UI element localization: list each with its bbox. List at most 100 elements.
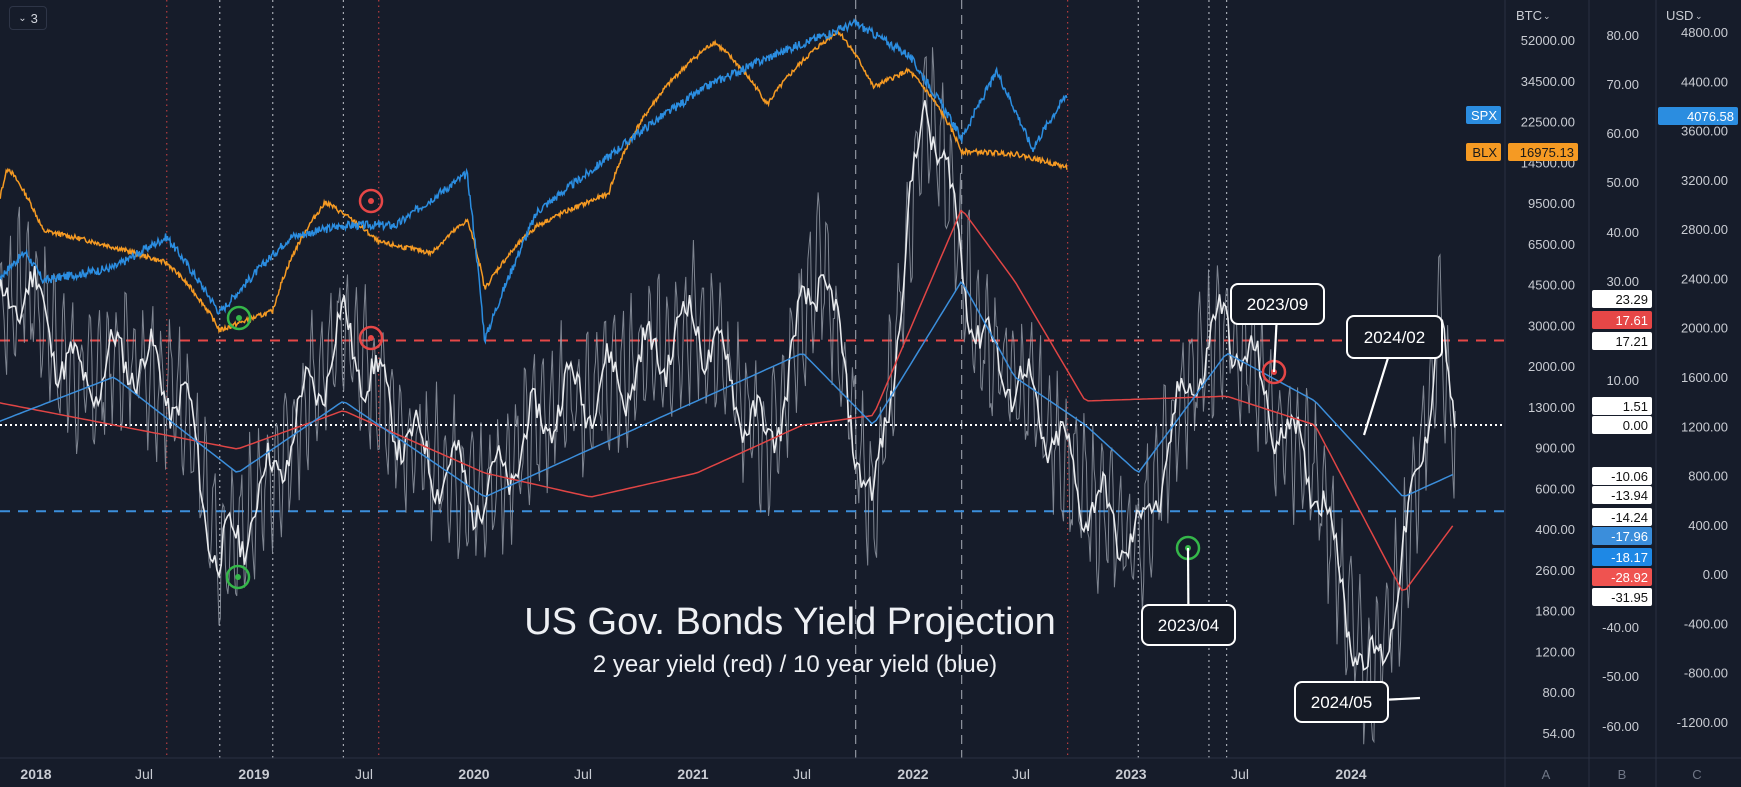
time-tick-label: 2023 bbox=[1115, 766, 1146, 782]
chevron-down-icon[interactable]: ⌄ bbox=[1543, 12, 1551, 22]
axis-tick-label: 3200.00 bbox=[1681, 173, 1728, 188]
axis-tick-label: 1200.00 bbox=[1681, 419, 1728, 434]
time-tick-label: 2024 bbox=[1335, 766, 1366, 782]
axis-panel-btc[interactable] bbox=[1505, 0, 1589, 758]
axis-tick-label: 9500.00 bbox=[1528, 196, 1575, 211]
callout-box bbox=[1346, 315, 1443, 359]
oscillator-value-badge: 0.00 bbox=[1623, 418, 1648, 433]
oscillator-value-badge: -10.06 bbox=[1611, 469, 1648, 484]
blx-name-badge-bg bbox=[1466, 143, 1501, 161]
callout-label: 2023/09 bbox=[1247, 295, 1308, 314]
axis-tick-label: 70.00 bbox=[1606, 77, 1639, 92]
spx-value-badge-bg bbox=[1658, 107, 1738, 125]
oscillator-value-badge-bg bbox=[1592, 527, 1652, 545]
axis-tick-label: 52000.00 bbox=[1521, 33, 1575, 48]
axis-tick-label: 54.00 bbox=[1542, 726, 1575, 741]
series-toggle-button[interactable]: ⌄ 3 bbox=[9, 6, 47, 30]
oscillator-value-badge: 1.51 bbox=[1623, 399, 1648, 414]
axis-tick-label: -40.00 bbox=[1602, 620, 1639, 635]
usd-axis-ticks: 4800.00 4400.00 3600.00 3200.00 2800.00 2400.… bbox=[1677, 25, 1728, 730]
red-signal-dot bbox=[368, 198, 374, 204]
time-tick-label: Jul bbox=[135, 766, 153, 782]
axis-tick-label: 4800.00 bbox=[1681, 25, 1728, 40]
blx-value-badge-bg bbox=[1508, 143, 1578, 161]
axis-tick-label: 4500.00 bbox=[1528, 278, 1575, 293]
axis-tick-label: 1600.00 bbox=[1681, 370, 1728, 385]
time-tick-label: Jul bbox=[1012, 766, 1030, 782]
axis-tick-label: 50.00 bbox=[1606, 175, 1639, 190]
chevron-down-icon[interactable]: ⌄ bbox=[1695, 12, 1703, 22]
two-year-yield-line bbox=[0, 209, 1454, 592]
axis-tick-label: 800.00 bbox=[1688, 469, 1728, 484]
oscillator-value-badge: -17.96 bbox=[1611, 529, 1648, 544]
oscillator-value-badge: 17.61 bbox=[1615, 313, 1648, 328]
callout-box bbox=[1294, 681, 1389, 723]
callout-label: 2024/05 bbox=[1311, 693, 1372, 712]
axis-tick-label: 400.00 bbox=[1688, 518, 1728, 533]
oscillator-value-badge: -28.92 bbox=[1611, 570, 1648, 585]
axis-tick-label: -400.00 bbox=[1684, 616, 1728, 631]
series-layer bbox=[0, 17, 1456, 745]
axis-tick-label: 2400.00 bbox=[1681, 271, 1728, 286]
oscillator-value-badge: 23.29 bbox=[1615, 292, 1648, 307]
axis-tick-label: 2000.00 bbox=[1681, 321, 1728, 336]
oscillator-value-badge-bg bbox=[1592, 311, 1652, 329]
axis-tick-label: 30.00 bbox=[1606, 274, 1639, 289]
pane-label: C bbox=[1692, 767, 1701, 782]
price-badges: SPX BLX 4076.58 16975.13 23.29 17.61 17.21 1.51… bbox=[1466, 106, 1738, 606]
oscillator-value-badge-bg bbox=[1592, 568, 1652, 586]
axis-tick-label: 900.00 bbox=[1535, 441, 1575, 456]
green-signal-dot bbox=[236, 315, 242, 321]
chevron-down-icon: ⌄ bbox=[18, 12, 27, 24]
axis-tick-label: 2000.00 bbox=[1528, 359, 1575, 374]
oscillator-value-badge: -13.94 bbox=[1611, 488, 1648, 503]
green-signal-marker bbox=[225, 564, 251, 590]
oscillator-value-badge-bg bbox=[1592, 548, 1652, 566]
time-tick-label: Jul bbox=[793, 766, 811, 782]
axis-panel-usd[interactable] bbox=[1656, 0, 1741, 758]
axis-tick-label: 2800.00 bbox=[1681, 222, 1728, 237]
time-tick-label: Jul bbox=[355, 766, 373, 782]
axis-tick-label: 400.00 bbox=[1535, 522, 1575, 537]
axis-tick-label: 10.00 bbox=[1606, 373, 1639, 388]
oscillator-value-badge-bg bbox=[1592, 290, 1652, 308]
callout-box bbox=[1230, 283, 1325, 325]
axis-tick-label: 80.00 bbox=[1606, 28, 1639, 43]
callout-label: 2023/04 bbox=[1158, 616, 1219, 635]
series-count: 3 bbox=[30, 10, 38, 26]
pct-axis-ticks: 80.0070.0060.0050.0040.0030.0010.000.00-… bbox=[1602, 28, 1639, 734]
axis-tick-label: 80.00 bbox=[1542, 685, 1575, 700]
axis-tick-label: 40.00 bbox=[1606, 225, 1639, 240]
axis-tick-label: 3600.00 bbox=[1681, 124, 1728, 139]
oscillator-value-badge: 17.21 bbox=[1615, 334, 1648, 349]
btc-axis-title[interactable]: BTC bbox=[1516, 8, 1542, 23]
red-signal-dot bbox=[368, 335, 374, 341]
green-signal-marker bbox=[226, 305, 252, 331]
callout-box bbox=[1141, 604, 1236, 646]
axis-panel-pct[interactable] bbox=[1589, 0, 1656, 758]
red-signal-marker bbox=[358, 188, 384, 214]
time-tick-label: 2022 bbox=[897, 766, 928, 782]
axis-tick-label: -800.00 bbox=[1684, 666, 1728, 681]
spx-line bbox=[0, 17, 1068, 345]
oscillator-value-badge-bg bbox=[1592, 486, 1652, 504]
axis-tick-label: 180.00 bbox=[1535, 604, 1575, 619]
axis-tick-label: 0.00 bbox=[1703, 567, 1728, 582]
axis-tick-label: 34500.00 bbox=[1521, 74, 1575, 89]
oscillator-value-badge: -31.95 bbox=[1611, 590, 1648, 605]
spx-name-badge: SPX bbox=[1471, 108, 1497, 123]
axis-tick-label: 1300.00 bbox=[1528, 400, 1575, 415]
time-tick-label: Jul bbox=[1231, 766, 1249, 782]
chart-title: US Gov. Bonds Yield Projection bbox=[524, 601, 1056, 643]
pane-labels: A B C bbox=[1542, 767, 1702, 782]
horizontal-levels bbox=[0, 339, 1505, 513]
pane-label: B bbox=[1618, 767, 1627, 782]
usd-axis-title[interactable]: USD bbox=[1666, 8, 1693, 23]
callout-label: 2024/02 bbox=[1364, 328, 1425, 347]
axis-tick-label: 3000.00 bbox=[1528, 318, 1575, 333]
axis-tick-label: 600.00 bbox=[1535, 481, 1575, 496]
blx-value-badge: 16975.13 bbox=[1520, 145, 1574, 160]
time-tick-label: 2018 bbox=[20, 766, 51, 782]
time-tick-label: 2019 bbox=[238, 766, 269, 782]
